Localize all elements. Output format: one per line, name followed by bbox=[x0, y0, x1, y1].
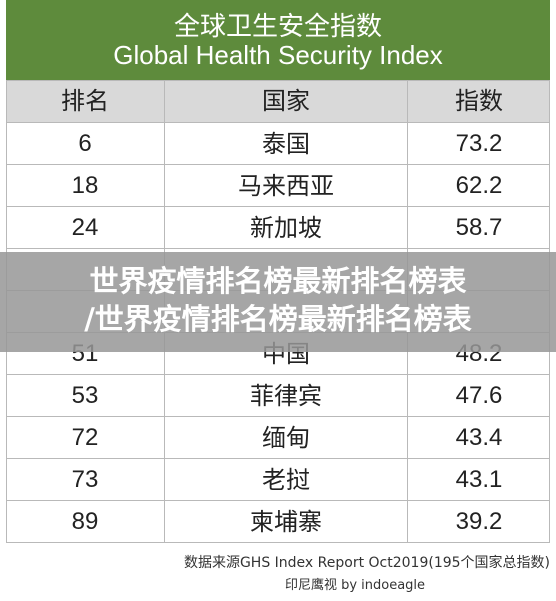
banner-line: /世界疫情排名榜最新排名榜表 bbox=[84, 302, 472, 336]
column-header: 排名 bbox=[6, 80, 165, 122]
table-row: 73 老挝 43.1 bbox=[6, 459, 550, 501]
table-cell: 老挝 bbox=[165, 459, 408, 501]
table-row: 89 柬埔寨 39.2 bbox=[6, 501, 550, 543]
table-cell: 43.4 bbox=[455, 424, 503, 451]
table-row: 24 新加坡 58.7 bbox=[6, 207, 550, 249]
table-cell: 马来西亚 bbox=[165, 165, 408, 207]
table-cell: 菲律宾 bbox=[165, 375, 408, 417]
header: 全球卫生安全指数 Global Health Security Index bbox=[6, 0, 550, 80]
table-row: 72 缅甸 43.4 bbox=[6, 417, 550, 459]
table-cell: 62.2 bbox=[455, 172, 503, 199]
column-header: 指数 bbox=[455, 87, 503, 115]
table-cell: 新加坡 bbox=[165, 207, 408, 249]
banner-line: 世界疫情排名榜最新排名榜表 bbox=[89, 264, 467, 298]
table-row: 6 泰国 73.2 bbox=[6, 123, 550, 165]
table-cell: 89 bbox=[6, 501, 165, 543]
table-row: 53 菲律宾 47.6 bbox=[6, 375, 550, 417]
table-cell: 24 bbox=[6, 207, 165, 249]
credit: 印尼鹰视 by indoeagle bbox=[284, 578, 426, 593]
table-cell: 泰国 bbox=[165, 123, 408, 165]
table-cell: 53 bbox=[6, 375, 165, 417]
table-header: 排名 国家 指数 bbox=[6, 80, 550, 123]
table-cell: 柬埔寨 bbox=[165, 501, 408, 543]
table-cell: 18 bbox=[6, 165, 165, 207]
table-cell: 缅甸 bbox=[165, 417, 408, 459]
banner: 世界疫情排名榜最新排名榜表 /世界疫情排名榜最新排名榜表 bbox=[0, 252, 556, 352]
table-cell: 47.6 bbox=[455, 382, 503, 409]
title-zh: 全球卫生安全指数 bbox=[173, 12, 382, 42]
table-cell: 72 bbox=[6, 417, 165, 459]
table-cell: 6 bbox=[6, 123, 165, 165]
table-row: 18 马来西亚 62.2 bbox=[6, 165, 550, 207]
column-header: 国家 bbox=[165, 80, 408, 122]
table-cell: 58.7 bbox=[455, 214, 503, 241]
table-cell: 39.2 bbox=[455, 508, 503, 535]
source: 数据来源GHS Index Report Oct2019(195个国家总指数) bbox=[183, 555, 550, 571]
title-en: Global Health Security Index bbox=[113, 40, 443, 70]
table-cell: 73 bbox=[6, 459, 165, 501]
table-cell: 43.1 bbox=[455, 466, 503, 493]
table-cell: 73.2 bbox=[455, 130, 503, 157]
